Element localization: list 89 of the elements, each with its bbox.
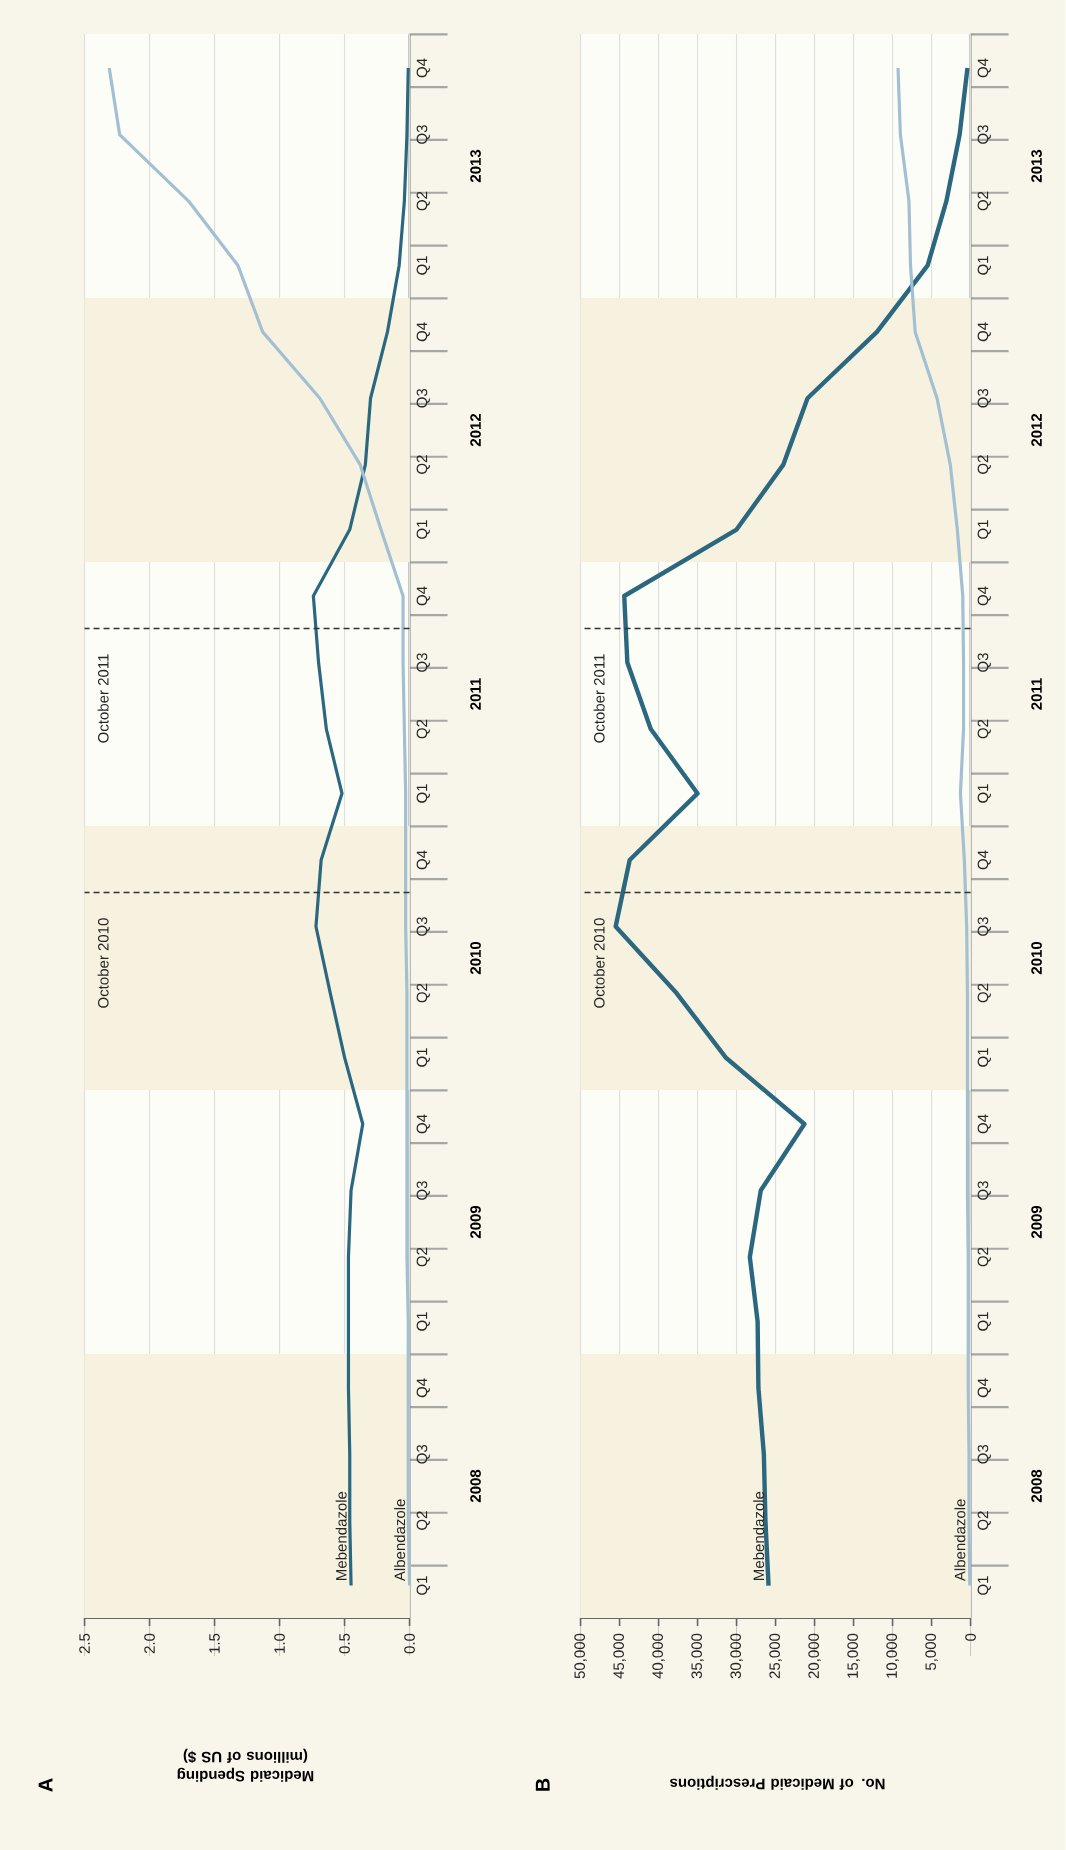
y-tick-label: Q3 xyxy=(977,653,992,672)
text: 2012 xyxy=(470,413,482,447)
text: Mebendazole xyxy=(335,1491,347,1580)
y-tick-label: Q2 xyxy=(977,455,992,474)
y-tick-label: Q2 xyxy=(416,1511,431,1530)
x-tick-label: 25,000 xyxy=(769,1633,782,1679)
y-tick-label: Q3 xyxy=(977,125,992,144)
text: 2010 xyxy=(1031,941,1043,975)
y-tick-label: Q1 xyxy=(416,1576,431,1595)
text: 2008 xyxy=(1031,1469,1043,1503)
y-tick-label: Q3 xyxy=(416,1181,431,1200)
y-tick-label: Q4 xyxy=(416,58,431,78)
y-tick-label: Q2 xyxy=(977,983,992,1003)
y-tick-label: Q1 xyxy=(416,1048,431,1067)
y-tick-label: Q4 xyxy=(416,1114,431,1134)
text: 2013 xyxy=(1031,149,1043,183)
y-tick-label: Q4 xyxy=(416,586,431,606)
y-tick-label: Q2 xyxy=(977,1247,992,1267)
y-tick-label: Q1 xyxy=(977,1576,992,1595)
text: 2009 xyxy=(1031,1205,1043,1239)
y-tick-label: Q4 xyxy=(416,850,431,870)
y-tick-label: Q4 xyxy=(977,58,992,78)
y-tick-label: Q4 xyxy=(416,322,431,342)
text: 2012 xyxy=(1031,413,1043,447)
text: Albendazole xyxy=(954,1499,966,1582)
y-tick-label: Q1 xyxy=(977,784,992,803)
x-tick-label: 30,000 xyxy=(730,1633,743,1679)
x-tick-label: 45,000 xyxy=(613,1633,626,1679)
y-tick-label: Q2 xyxy=(977,1511,992,1530)
y-tick-label: Q4 xyxy=(977,1378,992,1398)
y-tick-label: Q1 xyxy=(977,1048,992,1067)
x-axis-title: Medicaid Spending (millions of US $) xyxy=(177,1748,314,1782)
y-tick-label: Q1 xyxy=(416,520,431,539)
text: 2008 xyxy=(470,1469,482,1503)
text: B xyxy=(536,1778,550,1791)
y-tick-label: Q4 xyxy=(977,1114,992,1134)
y-tick-label: Q1 xyxy=(977,256,992,275)
text: 2009 xyxy=(470,1205,482,1239)
y-tick-label: Q3 xyxy=(416,653,431,672)
y-tick-label: Q2 xyxy=(416,455,431,474)
y-tick-label: Q4 xyxy=(977,322,992,342)
x-tick-label: 0 xyxy=(965,1633,977,1641)
x-tick-label: 1.5 xyxy=(209,1633,221,1653)
text: 2010 xyxy=(470,941,482,975)
y-tick-label: Q2 xyxy=(416,983,431,1003)
y-tick-label: Q1 xyxy=(416,1312,431,1331)
text: 2013 xyxy=(470,149,482,183)
x-tick-label: 20,000 xyxy=(808,1633,821,1679)
x-tick-label: 40,000 xyxy=(652,1633,665,1679)
text: Mebendazole xyxy=(753,1491,765,1580)
y-tick-label: Q1 xyxy=(416,784,431,803)
y-tick-label: Q2 xyxy=(977,719,992,739)
y-tick-label: Q1 xyxy=(416,256,431,275)
x-tick-label: 50,000 xyxy=(574,1633,587,1679)
y-tick-label: Q2 xyxy=(977,191,992,211)
x-tick-label: 2.0 xyxy=(144,1633,156,1654)
y-tick-label: Q3 xyxy=(416,125,431,144)
y-tick-label: Q3 xyxy=(416,388,431,408)
text: 2011 xyxy=(1031,678,1043,710)
y-tick-label: Q2 xyxy=(416,191,431,211)
ref-line-label: October 2011 xyxy=(593,654,605,743)
y-tick-label: Q1 xyxy=(977,1312,992,1331)
y-tick-label: Q3 xyxy=(977,1181,992,1200)
x-axis-title: No. of Medicaid Prescriptions xyxy=(670,1775,885,1790)
ref-line-label: October 2010 xyxy=(593,918,605,1008)
y-tick-label: Q3 xyxy=(977,388,992,408)
y-tick-label: Q3 xyxy=(416,1444,431,1464)
y-tick-label: Q4 xyxy=(977,850,992,870)
ref-line-label: October 2010 xyxy=(97,918,109,1008)
text: 2011 xyxy=(470,678,482,710)
text: A xyxy=(38,1778,53,1792)
x-tick-label: 0.0 xyxy=(404,1633,416,1654)
y-tick-label: Q3 xyxy=(977,917,992,936)
x-tick-label: 15,000 xyxy=(847,1633,860,1678)
x-tick-label: 0.5 xyxy=(339,1633,351,1654)
y-tick-label: Q2 xyxy=(416,1247,431,1267)
text: Albendazole xyxy=(394,1499,406,1582)
x-tick-label: 35,000 xyxy=(691,1633,704,1679)
y-tick-label: Q4 xyxy=(416,1378,431,1398)
y-tick-label: Q3 xyxy=(416,917,431,936)
x-tick-label: 1.0 xyxy=(274,1633,286,1653)
x-tick-label: 10,000 xyxy=(886,1633,899,1678)
x-tick-label: 2.5 xyxy=(79,1633,91,1654)
y-tick-label: Q4 xyxy=(977,586,992,606)
y-tick-label: Q2 xyxy=(416,719,431,739)
y-tick-label: Q1 xyxy=(977,520,992,539)
ref-line-label: October 2011 xyxy=(97,654,109,743)
x-tick-label: 5,000 xyxy=(925,1633,938,1670)
y-tick-label: Q3 xyxy=(977,1444,992,1464)
